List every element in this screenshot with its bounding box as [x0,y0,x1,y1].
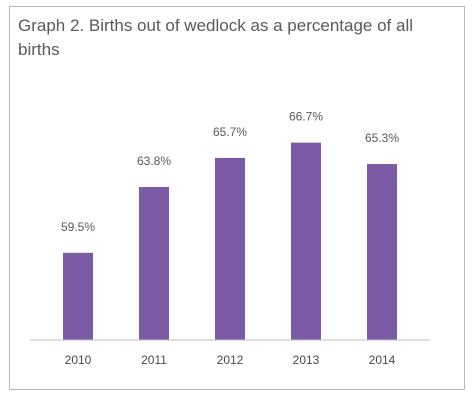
x-tick-label-2013: 2013 [293,353,320,367]
x-tick-label-2011: 2011 [141,353,167,367]
bar-2010 [63,252,93,340]
x-tick-label-2012: 2012 [217,353,244,367]
bar-2014 [367,164,397,340]
tick-labels-layer: 2010 2011 2012 2013 2014 [65,353,396,367]
bar-2012 [215,157,245,340]
x-tick-label-2010: 2010 [65,353,92,367]
x-tick-label-2014: 2014 [369,353,396,367]
data-labels-layer: 59.5% 63.8% 65.7% 66.7% 65.3% [61,110,399,234]
bars-layer [63,142,397,340]
chart-title: Graph 2. Births out of wedlock as a perc… [18,16,414,59]
bar-2011 [139,187,169,340]
data-label-2010: 59.5% [61,220,95,234]
bar-2013 [291,142,321,340]
data-label-2013: 66.7% [289,110,323,124]
data-label-2011: 63.8% [137,154,171,168]
data-label-2012: 65.7% [213,125,247,139]
data-label-2014: 65.3% [365,131,399,145]
